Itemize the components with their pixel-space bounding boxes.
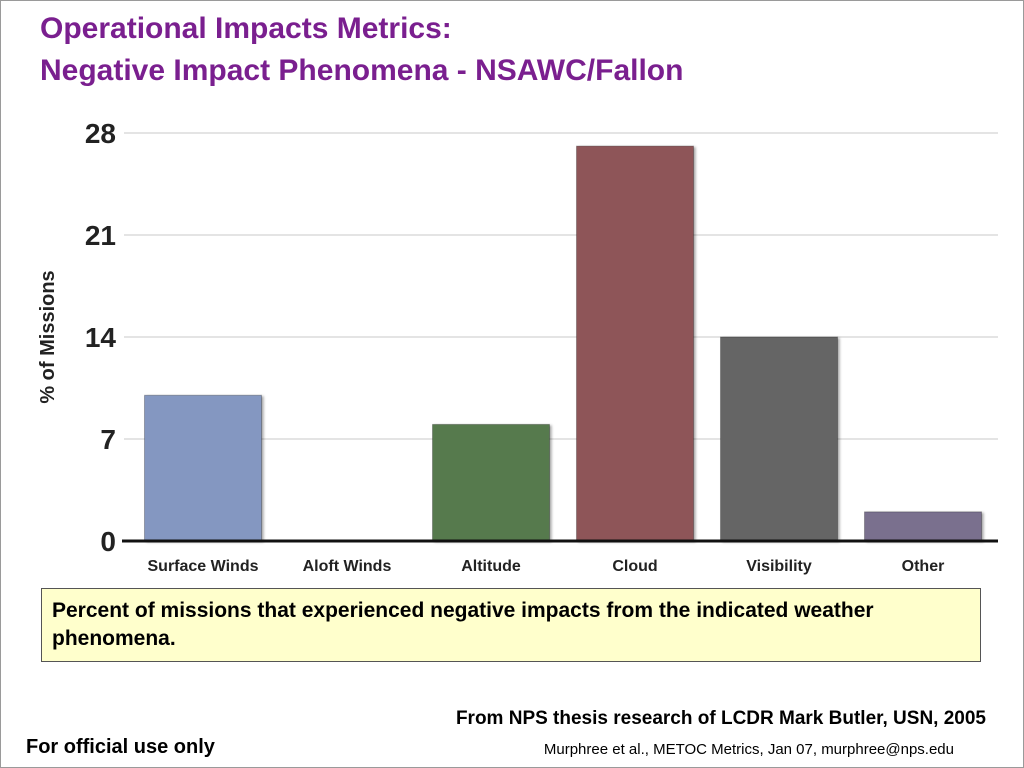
x-tick-labels: Surface Winds Aloft Winds Altitude Cloud Vis… [148,558,945,575]
credit-note: Murphree et al., METOC Metrics, Jan 07, … [543,741,954,758]
y-tick-label: 21 [85,220,116,251]
bar-other [864,511,982,542]
y-tick-label: 28 [85,118,116,149]
x-tick-label: Other [902,558,945,575]
source-note: From NPS thesis research of LCDR Mark Bu… [455,708,986,729]
grid-lines [124,132,998,440]
bars [144,145,982,542]
y-tick-label: 14 [85,322,117,353]
x-tick-label: Visibility [746,558,812,575]
y-tick-label: 7 [100,424,116,455]
y-tick-label: 0 [100,526,116,557]
bar-chart: 0 7 14 21 28 Surface Winds Aloft Winds Altitud… [37,118,998,575]
bar-surface-winds [144,394,262,542]
slide-title-line2: Negative Impact Phenomena - NSAWC/Fallon [40,54,684,87]
classification-note: For official use only [26,736,215,758]
x-tick-label: Cloud [612,558,657,575]
bar-visibility [720,336,838,542]
bar-altitude [432,423,550,542]
slide-title: Operational Impacts Metrics: Negative Im… [40,8,683,92]
y-axis-label: % of Missions [37,270,59,403]
x-tick-label: Surface Winds [148,558,259,575]
slide-title-line1: Operational Impacts Metrics: [40,12,452,45]
x-tick-label: Altitude [461,558,521,575]
bar-cloud [576,145,694,542]
caption-box: Percent of missions that experienced neg… [41,588,981,662]
x-tick-label: Aloft Winds [303,558,392,575]
y-tick-labels: 0 7 14 21 28 [85,118,117,557]
